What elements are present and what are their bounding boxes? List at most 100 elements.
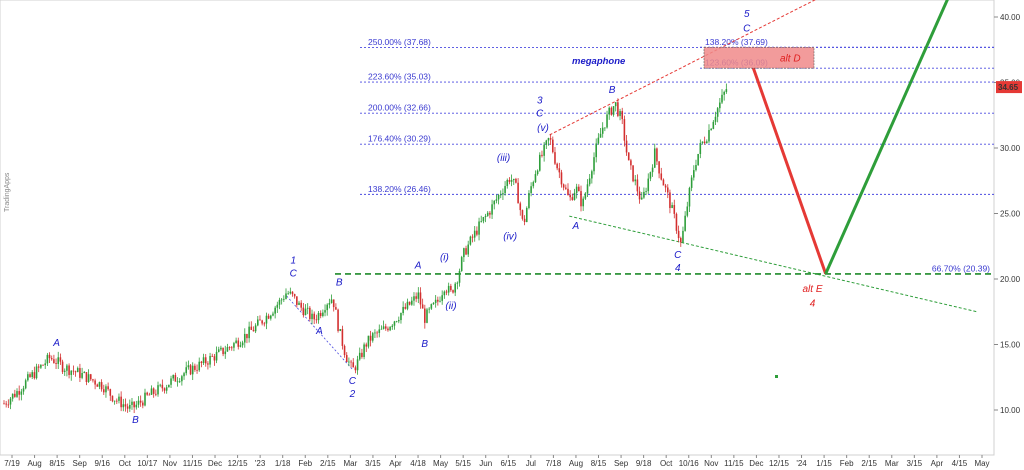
candle-body [725,89,728,92]
candle-body [426,309,428,323]
candle-body [497,194,500,200]
wave-label: (ii) [445,301,456,312]
candle-body [348,361,350,363]
candle-body [237,340,240,347]
candle-body [291,291,294,295]
candle-body [31,372,33,377]
candle-body [450,285,452,291]
candle-body [714,116,717,122]
candle-body [565,187,567,189]
watermark: TradingApps [4,172,11,212]
candle-body [460,257,463,271]
candle-body [578,186,580,192]
y-tick-label: 30.00 [1000,144,1021,153]
candle-body [560,172,563,185]
candle-body [261,320,263,324]
x-tick-label: Feb [298,459,312,468]
candle-body [18,391,20,395]
wave-label: A [414,261,422,272]
last-price-badge [996,81,1022,94]
candle-body [40,364,42,368]
candle-body [139,400,142,403]
candle-body [144,392,146,406]
candle-body [189,365,192,375]
candle-body [376,332,378,334]
candle-body [53,359,55,364]
candle-body [196,369,198,371]
candle-body [669,192,671,209]
candle-body [87,374,90,382]
wave-projections [751,0,949,275]
y-tick-label: 15.00 [1000,341,1021,350]
candle-body [604,127,606,129]
candle-body [233,343,235,348]
candle-body [515,178,517,183]
candle-body [521,210,524,219]
candle-body [552,139,554,153]
candle-body [115,400,118,402]
candle-body [309,307,311,320]
candle-body [213,356,216,361]
candle-body [640,197,643,200]
candle-body [285,293,287,299]
candle-body [671,205,673,209]
y-tick-label: 25.00 [1000,210,1021,219]
candle-body [272,313,274,316]
candle-body [703,141,706,143]
x-tick-label: 12/15 [228,459,249,468]
candle-body [467,244,470,255]
candle-body [335,307,337,310]
x-tick-label: 10/17 [137,459,158,468]
candle-body [456,282,459,284]
candle-body [354,367,357,371]
candle-body [202,357,205,364]
candle-body [541,154,543,156]
wave-label: A [315,326,323,337]
x-tick-label: 5/15 [455,459,471,468]
x-tick-label: Nov [704,459,718,468]
candle-body [419,292,422,305]
candle-body [283,298,285,300]
candle-body [536,170,539,175]
wave-label: 2 [349,389,356,400]
candle-body [74,371,77,373]
candle-body [634,179,637,182]
candle-body [57,357,60,364]
candle-body [610,107,613,115]
candle-body [606,114,608,128]
candle-body [404,306,407,309]
candle-body [332,299,335,308]
candle-body [675,213,678,231]
candle-body [300,302,302,308]
candle-body [267,315,270,319]
candle-body [159,384,161,386]
candle-body [191,365,194,375]
candle-body [387,328,389,331]
fib-label: 250.00% (37.68) [368,37,431,47]
wave-label: (iv) [503,232,517,243]
candle-body [111,395,114,402]
candle-body [597,137,600,144]
candle-body [625,140,628,153]
candle-body [330,299,333,304]
candle-body [584,193,587,199]
wave-label: C [536,109,544,120]
candle-body [636,179,639,192]
wave-label: 4 [675,263,681,274]
candle-body [627,152,630,161]
candle-body [66,365,68,371]
wave-label: B [421,339,428,350]
candle-body [478,221,480,235]
candle-body [417,292,420,299]
wave-2-trendline [286,295,353,370]
candle-body [105,386,107,393]
candle-body [658,161,660,174]
candle-body [619,111,621,116]
fib-label: 138.20% (26.46) [368,184,431,194]
candle-body [593,157,595,172]
candle-body [124,404,127,407]
x-tick-label: 1/18 [275,459,291,468]
candle-body [699,142,702,154]
candle-body [239,345,242,347]
candle-body [70,370,73,375]
